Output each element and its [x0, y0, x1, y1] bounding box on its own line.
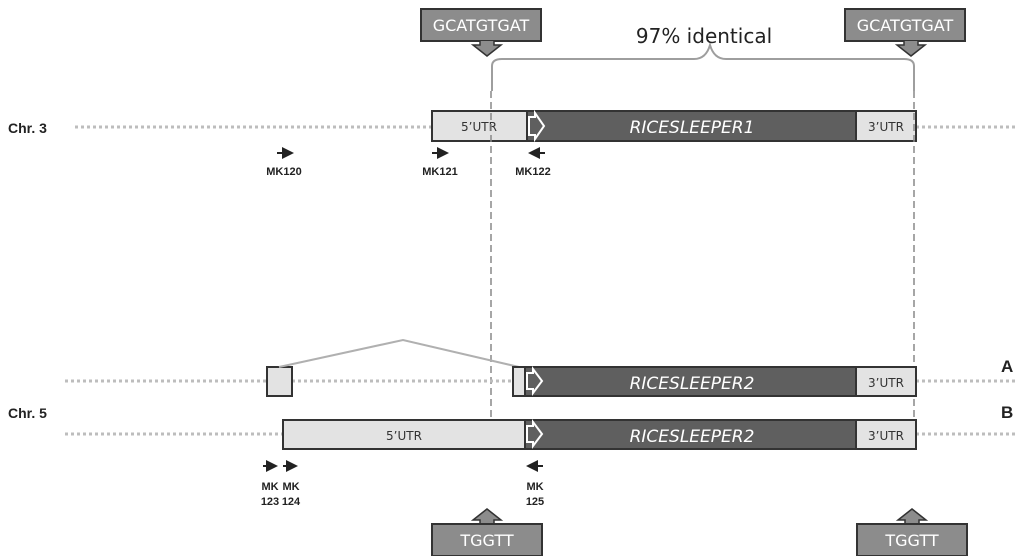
chr5-label: Chr. 5	[8, 405, 47, 421]
chr3-label: Chr. 3	[8, 120, 47, 136]
motif-top-right-label: GCATGTGAT	[857, 16, 954, 35]
variant-b-label: B	[1001, 403, 1013, 422]
chr5a-3utr-box	[855, 366, 917, 397]
chr3-start-arrow-icon	[528, 109, 546, 143]
mk123-label-top: MK	[261, 481, 278, 493]
chr5b-5utr-box	[282, 419, 526, 450]
motif-bottom-left: TGGTT	[431, 508, 543, 556]
motif-top-left: GCATGTGAT	[420, 8, 542, 57]
chr5a-exon1-box	[266, 366, 293, 397]
chr5b-gene-box	[524, 419, 857, 450]
mk120-label: MK120	[266, 166, 301, 178]
chr5b-3utr-box	[855, 419, 917, 450]
chr3-3utr-label: 3’UTR	[868, 120, 904, 134]
identity-label: 97% identical	[636, 24, 772, 48]
mk124-label-top: MK	[282, 481, 299, 493]
mk123-label-bottom: 123	[261, 496, 279, 508]
motif-bottom-right-label: TGGTT	[884, 531, 938, 550]
mk125-label-top: MK	[526, 481, 543, 493]
motif-bottom-right: TGGTT	[856, 508, 968, 556]
motif-top-right: GCATGTGAT	[844, 8, 966, 57]
chr5b-3utr-label: 3’UTR	[868, 429, 904, 443]
identity-bracket	[491, 41, 915, 91]
chr3-5utr-label: 5’UTR	[461, 120, 497, 134]
chr5a-intron-line	[278, 338, 520, 368]
chr5a-3utr-label: 3’UTR	[868, 376, 904, 390]
motif-top-left-label: GCATGTGAT	[433, 16, 530, 35]
chr5a-start-arrow-icon	[526, 366, 544, 396]
mk124-label-bottom: 124	[282, 496, 301, 508]
chr3-gene-name: RICESLEEPER1	[630, 118, 755, 138]
up-arrow-icon	[470, 508, 504, 525]
mk122-label: MK122	[515, 166, 550, 178]
chr5b-start-arrow-icon	[526, 419, 544, 449]
chr5a-5utr-box	[512, 366, 526, 397]
motif-bottom-left-label: TGGTT	[459, 531, 513, 550]
mk125-label-bottom: 125	[526, 496, 544, 508]
chr5b-gene-name: RICESLEEPER2	[630, 427, 755, 447]
chr5a-gene-name: RICESLEEPER2	[630, 374, 755, 394]
down-arrow-icon	[470, 41, 504, 57]
chr3-3utr-box	[855, 110, 917, 142]
chr3-5utr-box	[431, 110, 528, 142]
up-arrow-icon	[895, 508, 929, 525]
mk121-label: MK121	[422, 166, 457, 178]
variant-a-label: A	[1001, 357, 1013, 376]
chr5b-5utr-label: 5’UTR	[386, 429, 422, 443]
down-arrow-icon	[894, 41, 928, 57]
